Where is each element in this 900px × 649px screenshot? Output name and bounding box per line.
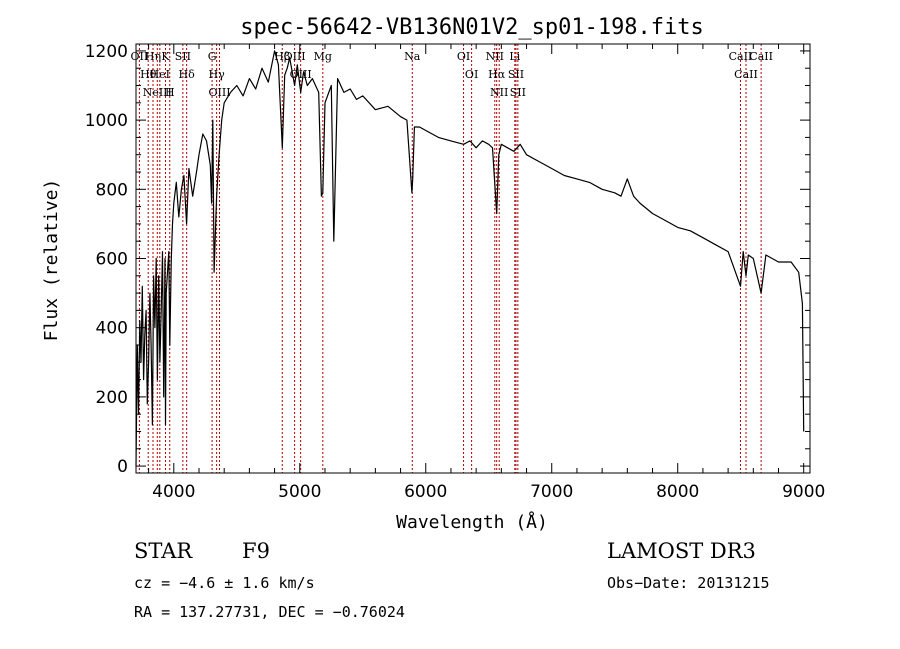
line-label-17: OI (457, 50, 470, 63)
y-axis-label: Flux (relative) (41, 179, 62, 342)
line-label-2: Hη (145, 50, 161, 63)
y-tick-label-3: 600 (96, 250, 128, 270)
x-axis-label: Wavelength (Å) (396, 511, 548, 533)
observation-date: Obs−Date: 20131215 (607, 574, 770, 592)
line-label-13: OIII (284, 50, 306, 63)
redshift-readout: cz = −4.6 ± 1.6 km/s (134, 574, 315, 592)
plot-frame (135, 43, 811, 474)
spectrum-series (135, 50, 805, 467)
x-tick-label-2: 6000 (404, 482, 447, 502)
line-label-3: NeIII (143, 86, 172, 99)
line-label-4: HeI (150, 68, 170, 81)
line-label-20: Hα (488, 68, 506, 81)
chart-title: spec-56642-VB136N01V2_sp01-198.fits (240, 15, 704, 40)
coordinates-readout: RA = 137.27731, DEC = −0.76024 (134, 603, 405, 621)
line-label-27: CaII (749, 50, 773, 63)
object-class: STAR (134, 539, 193, 563)
line-label-8: Hδ (179, 68, 196, 81)
line-label-1: Hθ (140, 68, 157, 81)
emission-line-markers (138, 44, 762, 473)
y-tick-label-1: 200 (96, 388, 128, 408)
line-label-24: SII (510, 86, 526, 99)
y-tick-label-0: 0 (117, 457, 128, 477)
x-tick-label-4: 8000 (656, 482, 699, 502)
spectrum-line-0 (135, 50, 805, 467)
line-label-15: Mg (314, 50, 332, 63)
x-tick-label-3: 7000 (530, 482, 573, 502)
x-tick-label-0: 4000 (152, 482, 195, 502)
survey-name: LAMOST DR3 (607, 539, 756, 563)
axis-ticks: 4000 5000 6000 7000 8000 9000 0 200 400 600 800 100… (85, 42, 826, 502)
x-tick-label-5: 9000 (782, 482, 825, 502)
line-label-0: OII (131, 50, 149, 63)
line-label-12: Hβ (274, 50, 290, 63)
x-tick-label-1: 5000 (278, 482, 321, 502)
line-label-9: G (208, 50, 217, 63)
line-label-18: OI (465, 68, 478, 81)
y-tick-label-4: 800 (96, 180, 128, 200)
line-label-25: CaII (729, 50, 753, 63)
line-label-10: Hγ (209, 68, 226, 81)
line-label-5: K (161, 50, 170, 63)
line-label-21: NII (490, 86, 508, 99)
line-labels: OIIHθHηNeIIIHeIKHSIIHδGHγOIIIHβOIIIOIIIM… (131, 50, 773, 99)
line-label-11: OIII (208, 86, 230, 99)
line-label-22: Li (509, 50, 520, 63)
line-label-16: Na (404, 50, 421, 63)
line-label-23: SII (508, 68, 524, 81)
y-tick-label-6: 1200 (85, 42, 128, 62)
line-label-26: CaII (734, 68, 758, 81)
line-label-7: SII (175, 50, 191, 63)
y-tick-label-2: 400 (96, 319, 128, 339)
object-subclass: F9 (242, 539, 270, 563)
line-label-6: H (165, 86, 175, 99)
y-tick-label-5: 1000 (85, 111, 128, 131)
line-label-14: OIII (290, 68, 312, 81)
line-label-19: NII (486, 50, 504, 63)
